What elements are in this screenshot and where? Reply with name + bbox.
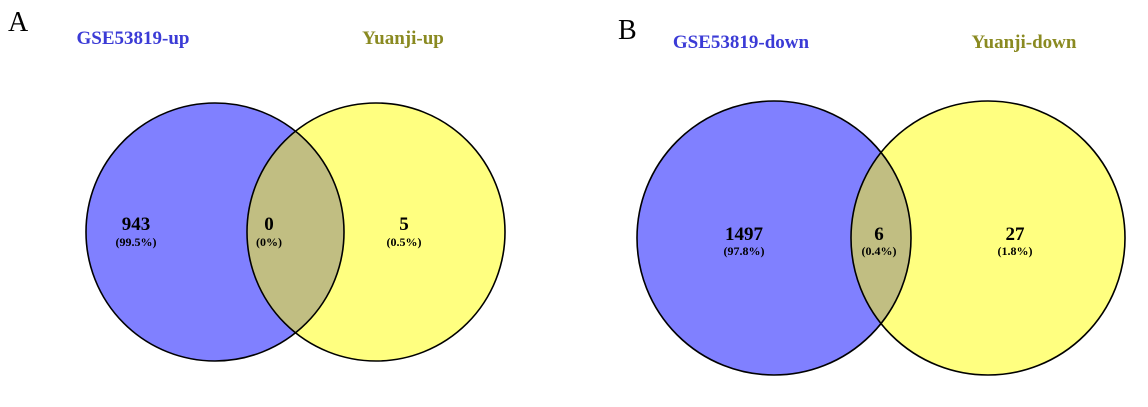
left-only-count: 1497 [725, 224, 764, 245]
left-only-percent: (97.8%) [724, 244, 765, 258]
right-only-percent: (0.5%) [387, 235, 422, 249]
panel-letter: B [618, 15, 637, 46]
overlap-count: 0 [264, 214, 274, 235]
left-set-title: GSE53819-up [77, 28, 190, 49]
left-set-circle [637, 101, 911, 375]
right-set-title: Yuanji-up [362, 28, 444, 49]
venn-diagram-b: B GSE53819-down Yuanji-down 1497 (97.8%)… [618, 15, 1126, 376]
venn-diagram-a: A GSE53819-up Yuanji-up 943 (99.5%) 0 (0… [8, 7, 506, 362]
panel-letter: A [8, 7, 29, 38]
overlap-percent: (0%) [256, 235, 282, 249]
venn-panel-b: B GSE53819-down Yuanji-down 1497 (97.8%)… [574, 0, 1148, 407]
right-set-circle [851, 101, 1125, 375]
right-only-percent: (1.8%) [998, 244, 1033, 258]
left-set-title: GSE53819-down [673, 32, 810, 53]
venn-panel-a: A GSE53819-up Yuanji-up 943 (99.5%) 0 (0… [8, 7, 506, 362]
overlap-percent: (0.4%) [862, 244, 897, 258]
right-only-count: 27 [1006, 224, 1026, 245]
left-only-percent: (99.5%) [116, 235, 157, 249]
overlap-region [247, 103, 344, 361]
left-only-count: 943 [122, 214, 151, 235]
overlap-count: 6 [874, 224, 884, 245]
right-set-title: Yuanji-down [972, 32, 1077, 53]
right-only-count: 5 [399, 214, 409, 235]
